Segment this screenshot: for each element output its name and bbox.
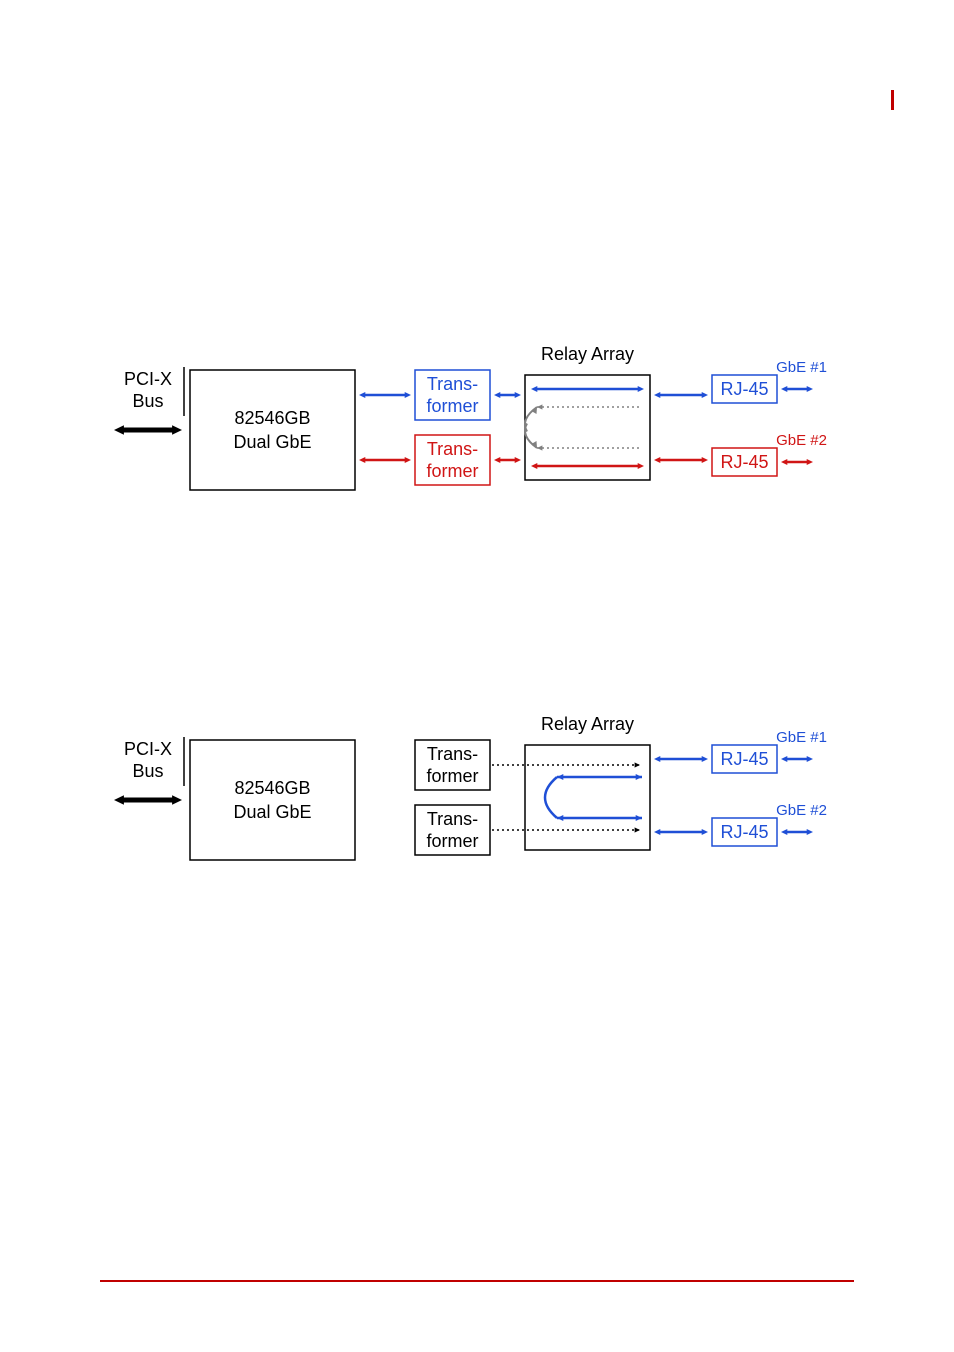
svg-text:GbE #2: GbE #2 — [776, 432, 827, 449]
svg-text:Relay Array: Relay Array — [541, 344, 634, 364]
svg-text:Dual GbE: Dual GbE — [233, 432, 311, 452]
svg-text:former: former — [426, 461, 478, 481]
svg-text:former: former — [426, 831, 478, 851]
svg-text:Trans-: Trans- — [427, 744, 478, 764]
svg-text:RJ-45: RJ-45 — [720, 822, 768, 842]
svg-text:PCI-X: PCI-X — [124, 369, 172, 389]
svg-text:Bus: Bus — [132, 761, 163, 781]
svg-text:Trans-: Trans- — [427, 374, 478, 394]
svg-text:Trans-: Trans- — [427, 439, 478, 459]
svg-text:Trans-: Trans- — [427, 809, 478, 829]
diagram-bypass-mode: Relay Array PCI-XBus 82546GB Dual GbE Trans-… — [120, 690, 890, 910]
svg-text:RJ-45: RJ-45 — [720, 379, 768, 399]
cursor-mark — [891, 90, 894, 110]
svg-text:82546GB: 82546GB — [234, 778, 310, 798]
svg-text:GbE #1: GbE #1 — [776, 359, 827, 376]
svg-text:GbE #1: GbE #1 — [776, 729, 827, 746]
svg-text:82546GB: 82546GB — [234, 408, 310, 428]
diagram-normal-mode: Relay Array PCI-XBus 82546GB Dual GbE Trans-… — [120, 320, 890, 540]
svg-text:former: former — [426, 396, 478, 416]
svg-text:Bus: Bus — [132, 391, 163, 411]
svg-text:PCI-X: PCI-X — [124, 739, 172, 759]
svg-text:Relay Array: Relay Array — [541, 714, 634, 734]
svg-text:RJ-45: RJ-45 — [720, 749, 768, 769]
svg-text:Dual GbE: Dual GbE — [233, 802, 311, 822]
svg-text:GbE #2: GbE #2 — [776, 802, 827, 819]
svg-text:former: former — [426, 766, 478, 786]
footer-line — [100, 1280, 854, 1282]
svg-text:RJ-45: RJ-45 — [720, 452, 768, 472]
